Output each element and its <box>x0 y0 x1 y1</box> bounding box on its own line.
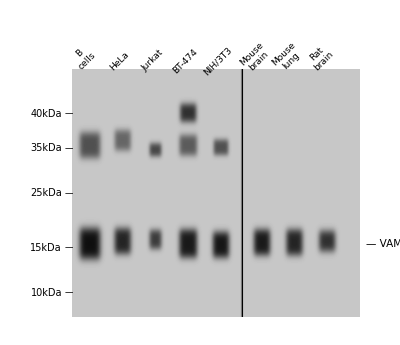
Text: HeLa: HeLa <box>108 50 131 72</box>
Text: —: — <box>65 243 73 252</box>
Text: B
cells: B cells <box>69 43 97 71</box>
Text: —: — <box>65 189 73 198</box>
Text: 15kDa: 15kDa <box>30 243 62 253</box>
Text: Mouse
brain: Mouse brain <box>238 40 272 75</box>
Text: Mouse
lung: Mouse lung <box>270 40 305 75</box>
Text: 10kDa: 10kDa <box>30 288 62 297</box>
Text: BT-474: BT-474 <box>171 47 199 75</box>
Text: — VAMP4: — VAMP4 <box>366 239 400 249</box>
Text: Jurkat: Jurkat <box>140 48 165 73</box>
Text: Rat
brain: Rat brain <box>305 42 336 72</box>
Text: 40kDa: 40kDa <box>30 109 62 119</box>
Text: NIH/3T3: NIH/3T3 <box>202 45 234 77</box>
Text: —: — <box>65 144 73 153</box>
Text: —: — <box>65 109 73 118</box>
Text: —: — <box>65 288 73 297</box>
Text: 35kDa: 35kDa <box>30 144 62 154</box>
Text: 25kDa: 25kDa <box>30 188 62 198</box>
